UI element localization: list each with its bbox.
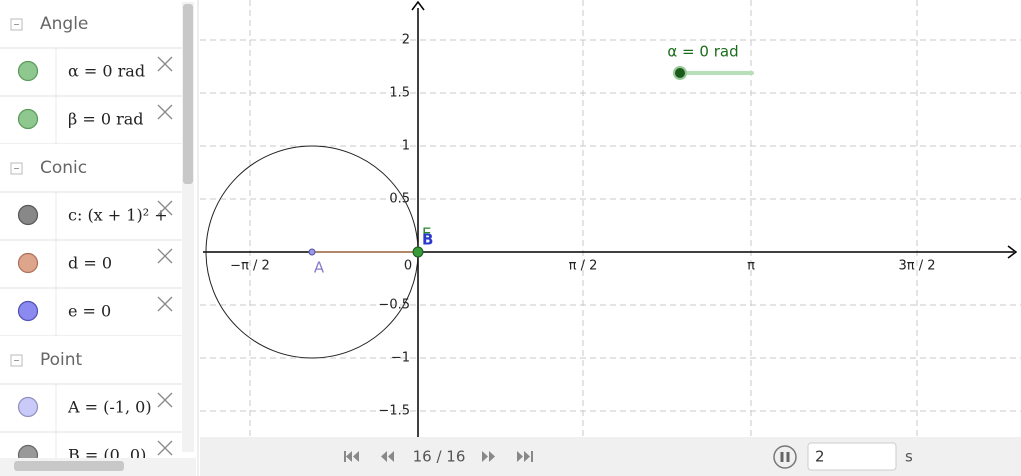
algebra-item[interactable]: β = 0 rad (68, 110, 144, 129)
playback-buttons (344, 451, 533, 462)
visibility-toggle[interactable] (17, 396, 39, 418)
visibility-toggle[interactable] (17, 108, 39, 130)
speed-value[interactable]: 2 (815, 448, 825, 466)
y-tick-label: 1.5 (389, 86, 410, 101)
pause-bar (780, 452, 784, 462)
x-tick-label: 3π / 2 (898, 259, 935, 274)
delete-button[interactable] (157, 248, 173, 264)
group-title: Conic (40, 158, 87, 178)
y-tick-label: 0.5 (389, 192, 410, 207)
delete-button[interactable] (157, 56, 173, 72)
x-tick-label: π (747, 259, 755, 274)
delete-button[interactable] (157, 104, 173, 120)
scrollbar-thumb[interactable] (183, 4, 193, 184)
frame-counter: 16 / 16 (413, 448, 466, 466)
algebra-item[interactable]: c: (x + 1)² + (68, 206, 168, 225)
x-tick-label: −π / 2 (230, 259, 270, 274)
hscrollbar-thumb[interactable] (14, 461, 124, 471)
delete-button[interactable] (157, 200, 173, 216)
visibility-toggle[interactable] (17, 252, 39, 274)
delete-button[interactable] (157, 440, 173, 456)
y-axis-arrow (411, 0, 425, 11)
y-tick-label: 1 (402, 139, 410, 154)
visibility-toggle[interactable] (17, 204, 39, 226)
point-b[interactable] (412, 246, 424, 258)
x-axis-arrow (1007, 245, 1018, 259)
x-tick-label: π / 2 (569, 259, 598, 274)
delete-button[interactable] (157, 392, 173, 408)
next-button[interactable] (482, 451, 495, 462)
point-label: A (314, 259, 325, 277)
group-title: Angle (40, 14, 88, 34)
slider-knob[interactable] (673, 66, 687, 80)
x-tick-label: 0 (404, 259, 412, 274)
algebra-item[interactable]: A = (-1, 0) (67, 398, 152, 417)
algebra-item[interactable]: d = 0 (68, 254, 112, 273)
y-tick-label: −0.5 (378, 298, 410, 313)
last-button[interactable] (517, 451, 533, 462)
speed-input[interactable] (807, 442, 897, 471)
pause-bar (786, 452, 790, 462)
visibility-toggle[interactable] (17, 60, 39, 82)
visibility-toggle[interactable] (17, 300, 39, 322)
group-header[interactable] (0, 144, 182, 192)
group-header[interactable] (0, 0, 182, 48)
group-title: Point (40, 350, 83, 370)
point-label: E (422, 225, 431, 243)
prev-button[interactable] (381, 451, 394, 462)
grid (200, 0, 1021, 437)
algebra-item[interactable]: α = 0 rad (68, 62, 145, 81)
point-label: B (422, 231, 433, 249)
graphics-view[interactable] (200, 0, 1021, 437)
y-tick-label: −1 (391, 351, 410, 366)
algebra-item[interactable]: e = 0 (68, 302, 111, 321)
first-button[interactable] (344, 451, 359, 462)
slider-label: α = 0 rad (667, 43, 738, 61)
y-tick-label: −1.5 (378, 404, 410, 419)
animation-bar (200, 437, 1021, 476)
delete-button[interactable] (157, 296, 173, 312)
pause-button[interactable] (773, 445, 797, 469)
speed-unit: s (905, 448, 913, 466)
group-header[interactable] (0, 336, 182, 384)
y-tick-label: 2 (402, 33, 410, 48)
point-a[interactable] (308, 248, 316, 256)
